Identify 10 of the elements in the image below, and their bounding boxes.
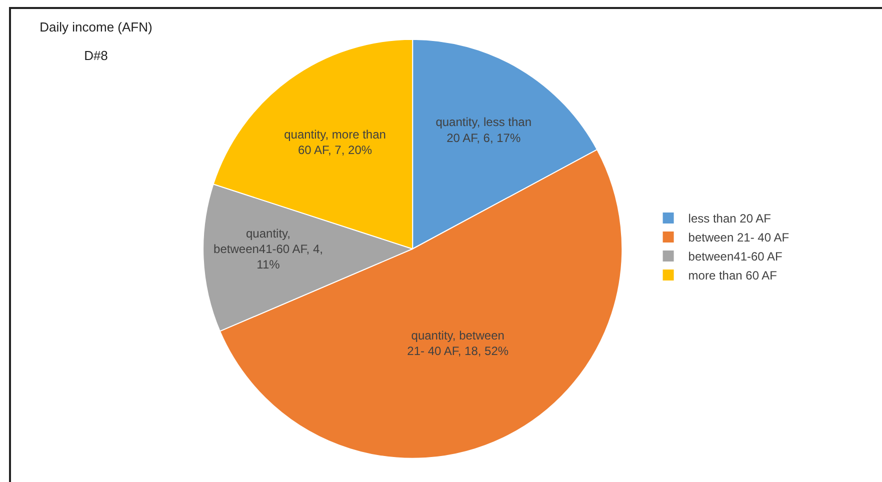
text: D#8	[84, 48, 108, 63]
data-label: quantity, between 21- 40 AF, 18, 52%	[407, 328, 509, 358]
data-label: quantity, more than 60 AF, 7, 20%	[284, 127, 386, 157]
legend-label: between 21- 40 AF	[688, 230, 790, 245]
data-label: quantity, less than 20 AF, 6, 17%	[436, 115, 532, 145]
legend-label: less than 20 AF	[688, 212, 772, 226]
legend-label: more than 60 AF	[688, 268, 778, 283]
legend-label: between41-60 AF	[688, 250, 782, 264]
data-label: quantity, between41-60 AF, 4, 11%	[214, 226, 323, 272]
text: Daily income (AFN)	[40, 20, 152, 35]
